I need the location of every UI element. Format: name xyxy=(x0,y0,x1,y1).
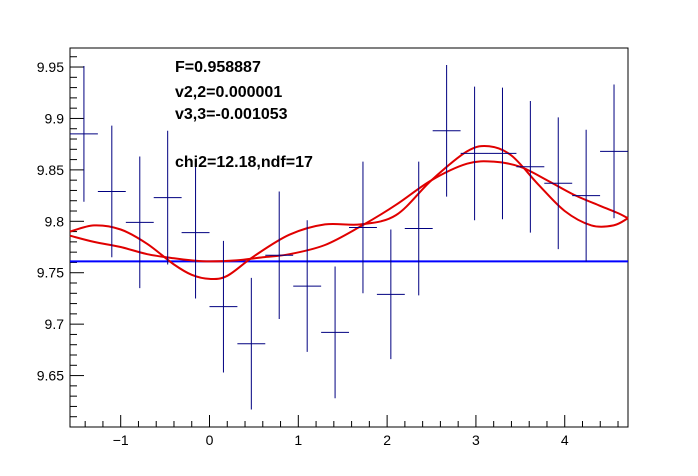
data-point xyxy=(293,220,322,352)
data-point xyxy=(572,129,601,262)
data-point xyxy=(488,87,517,220)
y-tick-label: 9.75 xyxy=(37,265,64,281)
data-point xyxy=(321,266,350,399)
data-point xyxy=(404,161,433,296)
axis-ticks xyxy=(70,56,619,428)
y-tick-label: 9.65 xyxy=(37,368,64,384)
data-point xyxy=(153,130,182,265)
annotation-v33: v3,3=-0.001053 xyxy=(175,106,288,123)
x-tick-label: 1 xyxy=(294,432,302,448)
data-point xyxy=(544,117,573,250)
data-point xyxy=(265,191,294,320)
y-tick-label: 9.8 xyxy=(45,213,65,229)
data-point xyxy=(209,240,238,373)
data-point xyxy=(69,65,98,202)
annotation-chi2: chi2=12.18,ndf=17 xyxy=(175,154,313,171)
data-point xyxy=(97,125,126,258)
fit-curves xyxy=(69,144,629,281)
data-point xyxy=(125,156,154,289)
plot-frame xyxy=(69,47,629,428)
y-tick-label: 9.7 xyxy=(45,316,65,332)
x-tick-label: 3 xyxy=(472,432,480,448)
fit-curve-1 xyxy=(69,144,629,281)
x-tick-label: 2 xyxy=(383,432,391,448)
data-point xyxy=(600,84,628,219)
data-point xyxy=(432,64,461,197)
data-point xyxy=(237,277,266,410)
y-tick-label: 9.95 xyxy=(37,59,64,75)
y-tick-label: 9.85 xyxy=(37,162,64,178)
data-point xyxy=(516,100,545,233)
data-point xyxy=(376,229,405,360)
fit-curve-2 xyxy=(69,160,629,263)
x-tick-label: −1 xyxy=(113,432,129,448)
data-points xyxy=(69,64,628,410)
data-point xyxy=(349,161,377,294)
x-tick-label: 4 xyxy=(561,432,569,448)
annotation-v22: v2,2=0.000001 xyxy=(175,84,282,101)
data-point xyxy=(181,166,210,299)
x-tick-label: 0 xyxy=(206,432,214,448)
y-tick-label: 9.9 xyxy=(45,110,65,126)
axis-tick-labels: −1 0 1 2 3 4 9.65 9.7 9.75 9.8 9.85 9.9 9.95 xyxy=(37,59,569,448)
annotation-f: F=0.958887 xyxy=(175,59,261,76)
data-point xyxy=(460,86,489,221)
